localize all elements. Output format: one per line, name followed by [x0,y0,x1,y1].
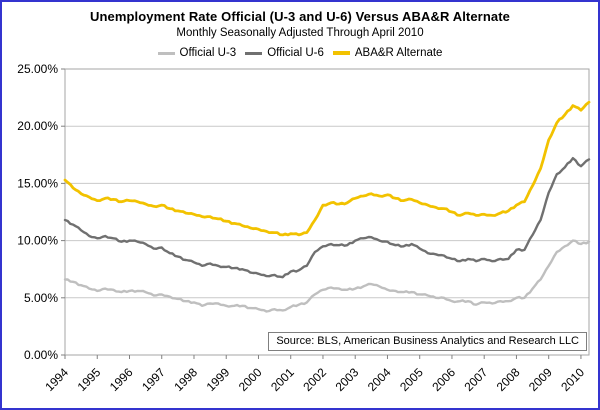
x-tick-label: 2000 [236,365,265,394]
x-tick-label: 2003 [333,365,362,394]
legend-item-u3: Official U-3 [157,47,237,59]
x-tick-label: 1994 [42,365,71,394]
line-swatch-icon [245,51,263,55]
x-tick-label: 2008 [494,365,523,394]
x-tick-label: 1995 [75,365,104,394]
x-tick-label: 2002 [300,365,329,394]
legend-label-u6: Official U-6 [267,47,324,59]
y-tick-label: 20.00% [17,119,58,133]
legend: Official U-3 Official U-6 ABA&R Alternat… [2,45,598,61]
x-tick-label: 1998 [171,365,200,394]
x-tick-label: 2004 [365,365,394,394]
series-line-official-u-6 [63,156,591,279]
legend-item-abar: ABA&R Alternate [332,47,443,59]
y-tick-label: 25.00% [17,62,58,76]
plot-frame [64,68,590,356]
x-tick-label: 2010 [558,365,587,394]
legend-item-u6: Official U-6 [245,47,324,59]
x-tick-label: 2009 [526,365,555,394]
series-line-official-u-3 [63,239,591,313]
x-tick-label: 2007 [462,365,491,394]
chart-subtitle: Monthly Seasonally Adjusted Through Apri… [176,27,424,39]
x-tick-label: 2006 [429,365,458,394]
x-tick-label: 2005 [397,365,426,394]
legend-label-abar: ABA&R Alternate [354,47,443,59]
series-line-aba-r-alternate [63,100,591,237]
source-note: Source: BLS, American Business Analytics… [268,332,587,351]
legend-label-u3: Official U-3 [179,47,237,59]
line-swatch-icon [157,51,175,55]
x-tick-label: 1999 [204,365,233,394]
y-tick-label: 5.00% [24,291,58,305]
y-tick-label: 0.00% [24,348,58,362]
line-swatch-icon [332,51,350,55]
x-tick-label: 1996 [107,365,136,394]
y-tick-label: 15.00% [17,176,58,190]
x-tick-label: 2001 [268,365,297,394]
x-tick-label: 1997 [139,365,168,394]
chart-title: Unemployment Rate Official (U-3 and U-6)… [90,9,510,24]
y-tick-label: 10.00% [17,234,58,248]
